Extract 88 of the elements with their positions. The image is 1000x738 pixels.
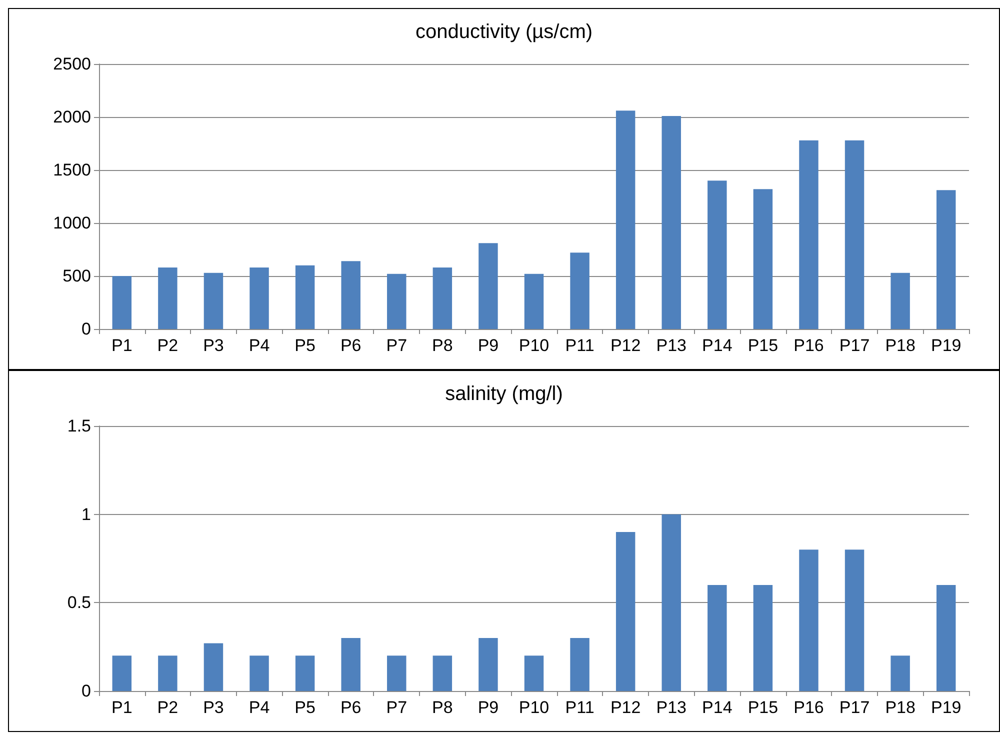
x-tick-label: P8	[432, 336, 453, 355]
bar	[341, 638, 360, 691]
bar	[616, 532, 636, 691]
bar	[250, 268, 269, 329]
x-tick-label: P17	[839, 698, 870, 717]
x-tick-label: P10	[518, 698, 550, 717]
bar	[112, 276, 132, 329]
bar	[708, 585, 727, 691]
x-tick-label: P7	[386, 336, 408, 355]
x-tick-label: P12	[610, 698, 641, 717]
x-tick-label: P13	[656, 336, 686, 355]
bar	[799, 550, 818, 691]
bar	[295, 656, 315, 691]
bar	[295, 265, 315, 329]
x-tick-label: P4	[248, 336, 270, 355]
x-tick-label: P17	[839, 336, 870, 355]
y-tick-label: 2500	[53, 54, 91, 74]
bar	[890, 656, 910, 691]
x-tick-label: P18	[885, 336, 916, 355]
bar	[478, 638, 498, 691]
bar	[570, 638, 590, 691]
bar	[478, 243, 498, 329]
x-tick-label: P4	[248, 698, 270, 717]
x-tick-label: P16	[794, 698, 824, 717]
x-tick-label: P18	[885, 698, 916, 717]
x-tick-label: P1	[111, 336, 132, 355]
y-tick-label: 500	[62, 266, 91, 286]
y-tick-label: 0	[82, 682, 91, 700]
y-tick-label: 2000	[53, 108, 91, 126]
bar	[158, 656, 178, 691]
bar	[662, 514, 681, 691]
x-tick-label: P19	[930, 698, 962, 717]
bar	[844, 550, 864, 691]
x-tick-label: P2	[157, 698, 178, 717]
bar	[204, 272, 224, 329]
y-tick-label: 1500	[53, 160, 91, 180]
bar	[708, 180, 727, 329]
bar	[524, 656, 544, 691]
bar	[662, 116, 681, 329]
x-tick-label: P11	[565, 336, 594, 355]
y-tick-label: 1	[82, 504, 91, 524]
bar	[936, 585, 956, 691]
x-tick-label: P11	[565, 698, 594, 717]
y-tick-label: 1000	[53, 214, 91, 232]
y-tick-label: 0.5	[67, 593, 91, 612]
bar	[432, 656, 452, 691]
x-tick-label: P5	[294, 336, 316, 355]
bar	[158, 268, 178, 329]
x-tick-label: P14	[702, 698, 732, 717]
bar	[524, 274, 544, 329]
x-tick-label: P7	[386, 698, 408, 717]
x-tick-label: P5	[294, 698, 316, 717]
x-tick-label: P19	[930, 336, 962, 355]
bar	[753, 585, 773, 691]
bar	[250, 656, 269, 691]
bar	[387, 274, 406, 329]
chart-title: salinity (mg/l)	[445, 383, 563, 405]
x-tick-label: P8	[432, 698, 453, 717]
x-tick-label: P16	[794, 336, 824, 355]
x-tick-label: P15	[748, 336, 778, 355]
bar	[890, 272, 910, 329]
x-tick-label: P9	[478, 698, 499, 717]
bar	[799, 140, 818, 329]
x-tick-label: P9	[478, 336, 499, 355]
x-tick-label: P3	[203, 698, 224, 717]
bar	[204, 643, 224, 691]
bar	[753, 189, 773, 329]
bar	[341, 261, 360, 329]
chart-title: conductivity (µs/cm)	[415, 21, 593, 43]
y-tick-label: 1.5	[67, 416, 91, 436]
x-tick-label: P15	[748, 698, 778, 717]
bar	[616, 110, 636, 329]
x-tick-label: P13	[656, 698, 686, 717]
x-tick-label: P1	[111, 698, 132, 717]
bar	[387, 656, 406, 691]
x-tick-label: P6	[340, 698, 362, 717]
bar	[844, 140, 864, 329]
y-tick-label: 0	[82, 320, 91, 338]
x-tick-label: P12	[610, 336, 641, 355]
bar	[432, 268, 452, 329]
x-tick-label: P3	[203, 336, 224, 355]
x-tick-label: P14	[702, 336, 732, 355]
x-tick-label: P2	[157, 336, 178, 355]
bar	[570, 252, 590, 329]
bar	[112, 656, 132, 691]
x-tick-label: P10	[518, 336, 550, 355]
x-tick-label: P6	[340, 336, 362, 355]
bar	[936, 190, 956, 329]
